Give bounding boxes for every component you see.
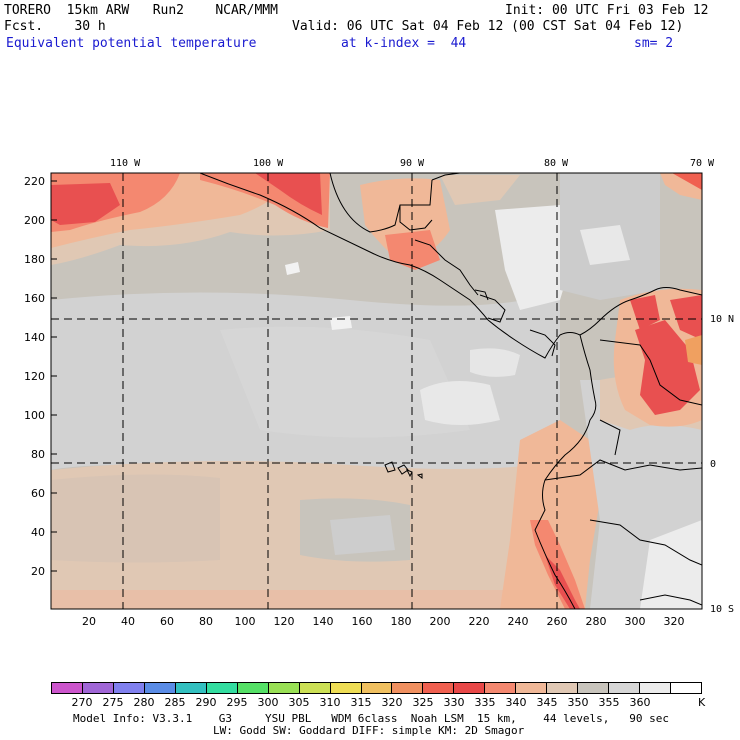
colorbar-swatch — [671, 683, 702, 693]
forecast-hour: Fcst. 30 h — [4, 19, 106, 34]
y-tick: 80 — [31, 448, 45, 461]
colorbar-label: 340 — [505, 696, 527, 709]
colorbar-label: 295 — [226, 696, 248, 709]
colorbar-label: 305 — [288, 696, 310, 709]
colorbar-label: 320 — [381, 696, 403, 709]
colorbar-swatch — [52, 683, 83, 693]
coastlines — [199, 173, 702, 609]
colorbar-label: 275 — [102, 696, 124, 709]
colorbar-swatch — [237, 683, 269, 693]
colorbar-label: 325 — [412, 696, 434, 709]
model-info: Model Info: V3.3.1 G3 YSU PBL WDM 6class… — [73, 712, 670, 725]
lat-label-10s: 10 S — [710, 604, 734, 615]
colorbar-swatch — [113, 683, 145, 693]
colorbar-label: 330 — [443, 696, 465, 709]
colorbar-label: 345 — [536, 696, 558, 709]
x-tick: 160 — [352, 615, 373, 628]
x-tick: 240 — [508, 615, 529, 628]
variable-name: Equivalent potential temperature — [6, 36, 257, 51]
colorbar-swatch — [299, 683, 331, 693]
valid-time: Valid: 06 UTC Sat 04 Feb 12 (00 CST Sat … — [292, 19, 684, 34]
x-tick: 200 — [430, 615, 451, 628]
lon-label-100w: 100 W — [253, 158, 284, 169]
y-tick: 140 — [24, 331, 45, 344]
colorbar-label: 270 — [71, 696, 93, 709]
colorbar-label: 350 — [567, 696, 589, 709]
colorbar-label: 355 — [598, 696, 620, 709]
y-tick: 20 — [31, 565, 45, 578]
colorbar-label: 285 — [164, 696, 186, 709]
plot-frame — [50, 172, 703, 610]
lon-label-110w: 110 W — [110, 158, 141, 169]
y-tick: 40 — [31, 526, 45, 539]
colorbar-unit: K — [698, 696, 706, 709]
lon-label-90w: 90 W — [400, 158, 425, 169]
lat-label-10n: 10 N — [710, 314, 734, 325]
colorbar-swatch — [485, 683, 517, 693]
y-tick: 220 — [24, 175, 45, 188]
colorbar-label: 360 — [629, 696, 651, 709]
x-tick: 20 — [82, 615, 96, 628]
lat-label-0: 0 — [710, 459, 716, 470]
axis-ticks — [51, 180, 57, 572]
x-tick: 300 — [625, 615, 646, 628]
map-plot: 110 W 100 W 90 W 80 W 70 W 10 N 0 10 S 2… — [24, 158, 734, 628]
x-tick: 260 — [547, 615, 568, 628]
colorbar-swatch — [330, 683, 362, 693]
colorbar-swatch — [609, 683, 641, 693]
colorbar-label: 290 — [195, 696, 217, 709]
x-tick: 40 — [121, 615, 135, 628]
colorbar-labels: 270 275 280 285 290 295 300 305 310 315 320 325 330 3… — [0, 696, 740, 710]
colorbar — [51, 682, 702, 694]
colorbar-swatch — [392, 683, 424, 693]
colorbar-swatch — [640, 683, 672, 693]
init-time: Init: 00 UTC Fri 03 Feb 12 — [505, 3, 709, 18]
colorbar-swatch — [206, 683, 238, 693]
x-tick: 120 — [274, 615, 295, 628]
colorbar-label: 280 — [133, 696, 155, 709]
smoothing-label: sm= 2 — [634, 36, 674, 51]
colorbar-swatch — [82, 683, 114, 693]
y-tick: 160 — [24, 292, 45, 305]
colorbar-swatch — [454, 683, 486, 693]
x-tick: 80 — [199, 615, 213, 628]
model-title: TORERO 15km ARW Run2 NCAR/MMM — [4, 3, 278, 18]
y-tick: 100 — [24, 409, 45, 422]
colorbar-label: 310 — [319, 696, 341, 709]
colorbar-swatch — [268, 683, 300, 693]
y-tick: 120 — [24, 370, 45, 383]
physics-info: LW: Godd SW: Goddard DIFF: simple KM: 2D… — [213, 724, 525, 737]
x-tick: 220 — [469, 615, 490, 628]
x-tick: 180 — [391, 615, 412, 628]
y-tick: 180 — [24, 253, 45, 266]
colorbar-swatch — [547, 683, 579, 693]
colorbar-label: 300 — [257, 696, 279, 709]
colorbar-swatch — [144, 683, 176, 693]
colorbar-label: 315 — [350, 696, 372, 709]
colorbar-swatch — [361, 683, 393, 693]
x-tick: 100 — [235, 615, 256, 628]
x-tick: 140 — [313, 615, 334, 628]
colorbar-swatch — [175, 683, 207, 693]
colorbar-label: 335 — [474, 696, 496, 709]
x-tick: 280 — [586, 615, 607, 628]
y-tick: 200 — [24, 214, 45, 227]
x-tick: 60 — [160, 615, 174, 628]
y-tick: 60 — [31, 487, 45, 500]
colorbar-swatch — [578, 683, 610, 693]
level-label: at k-index = 44 — [341, 36, 467, 51]
colorbar-swatch — [516, 683, 548, 693]
lon-label-70w: 70 W — [690, 158, 715, 169]
lat-lon-grid — [51, 173, 702, 609]
theta-e-field — [51, 173, 702, 609]
x-tick: 320 — [664, 615, 685, 628]
lon-label-80w: 80 W — [544, 158, 569, 169]
colorbar-swatch — [423, 683, 455, 693]
